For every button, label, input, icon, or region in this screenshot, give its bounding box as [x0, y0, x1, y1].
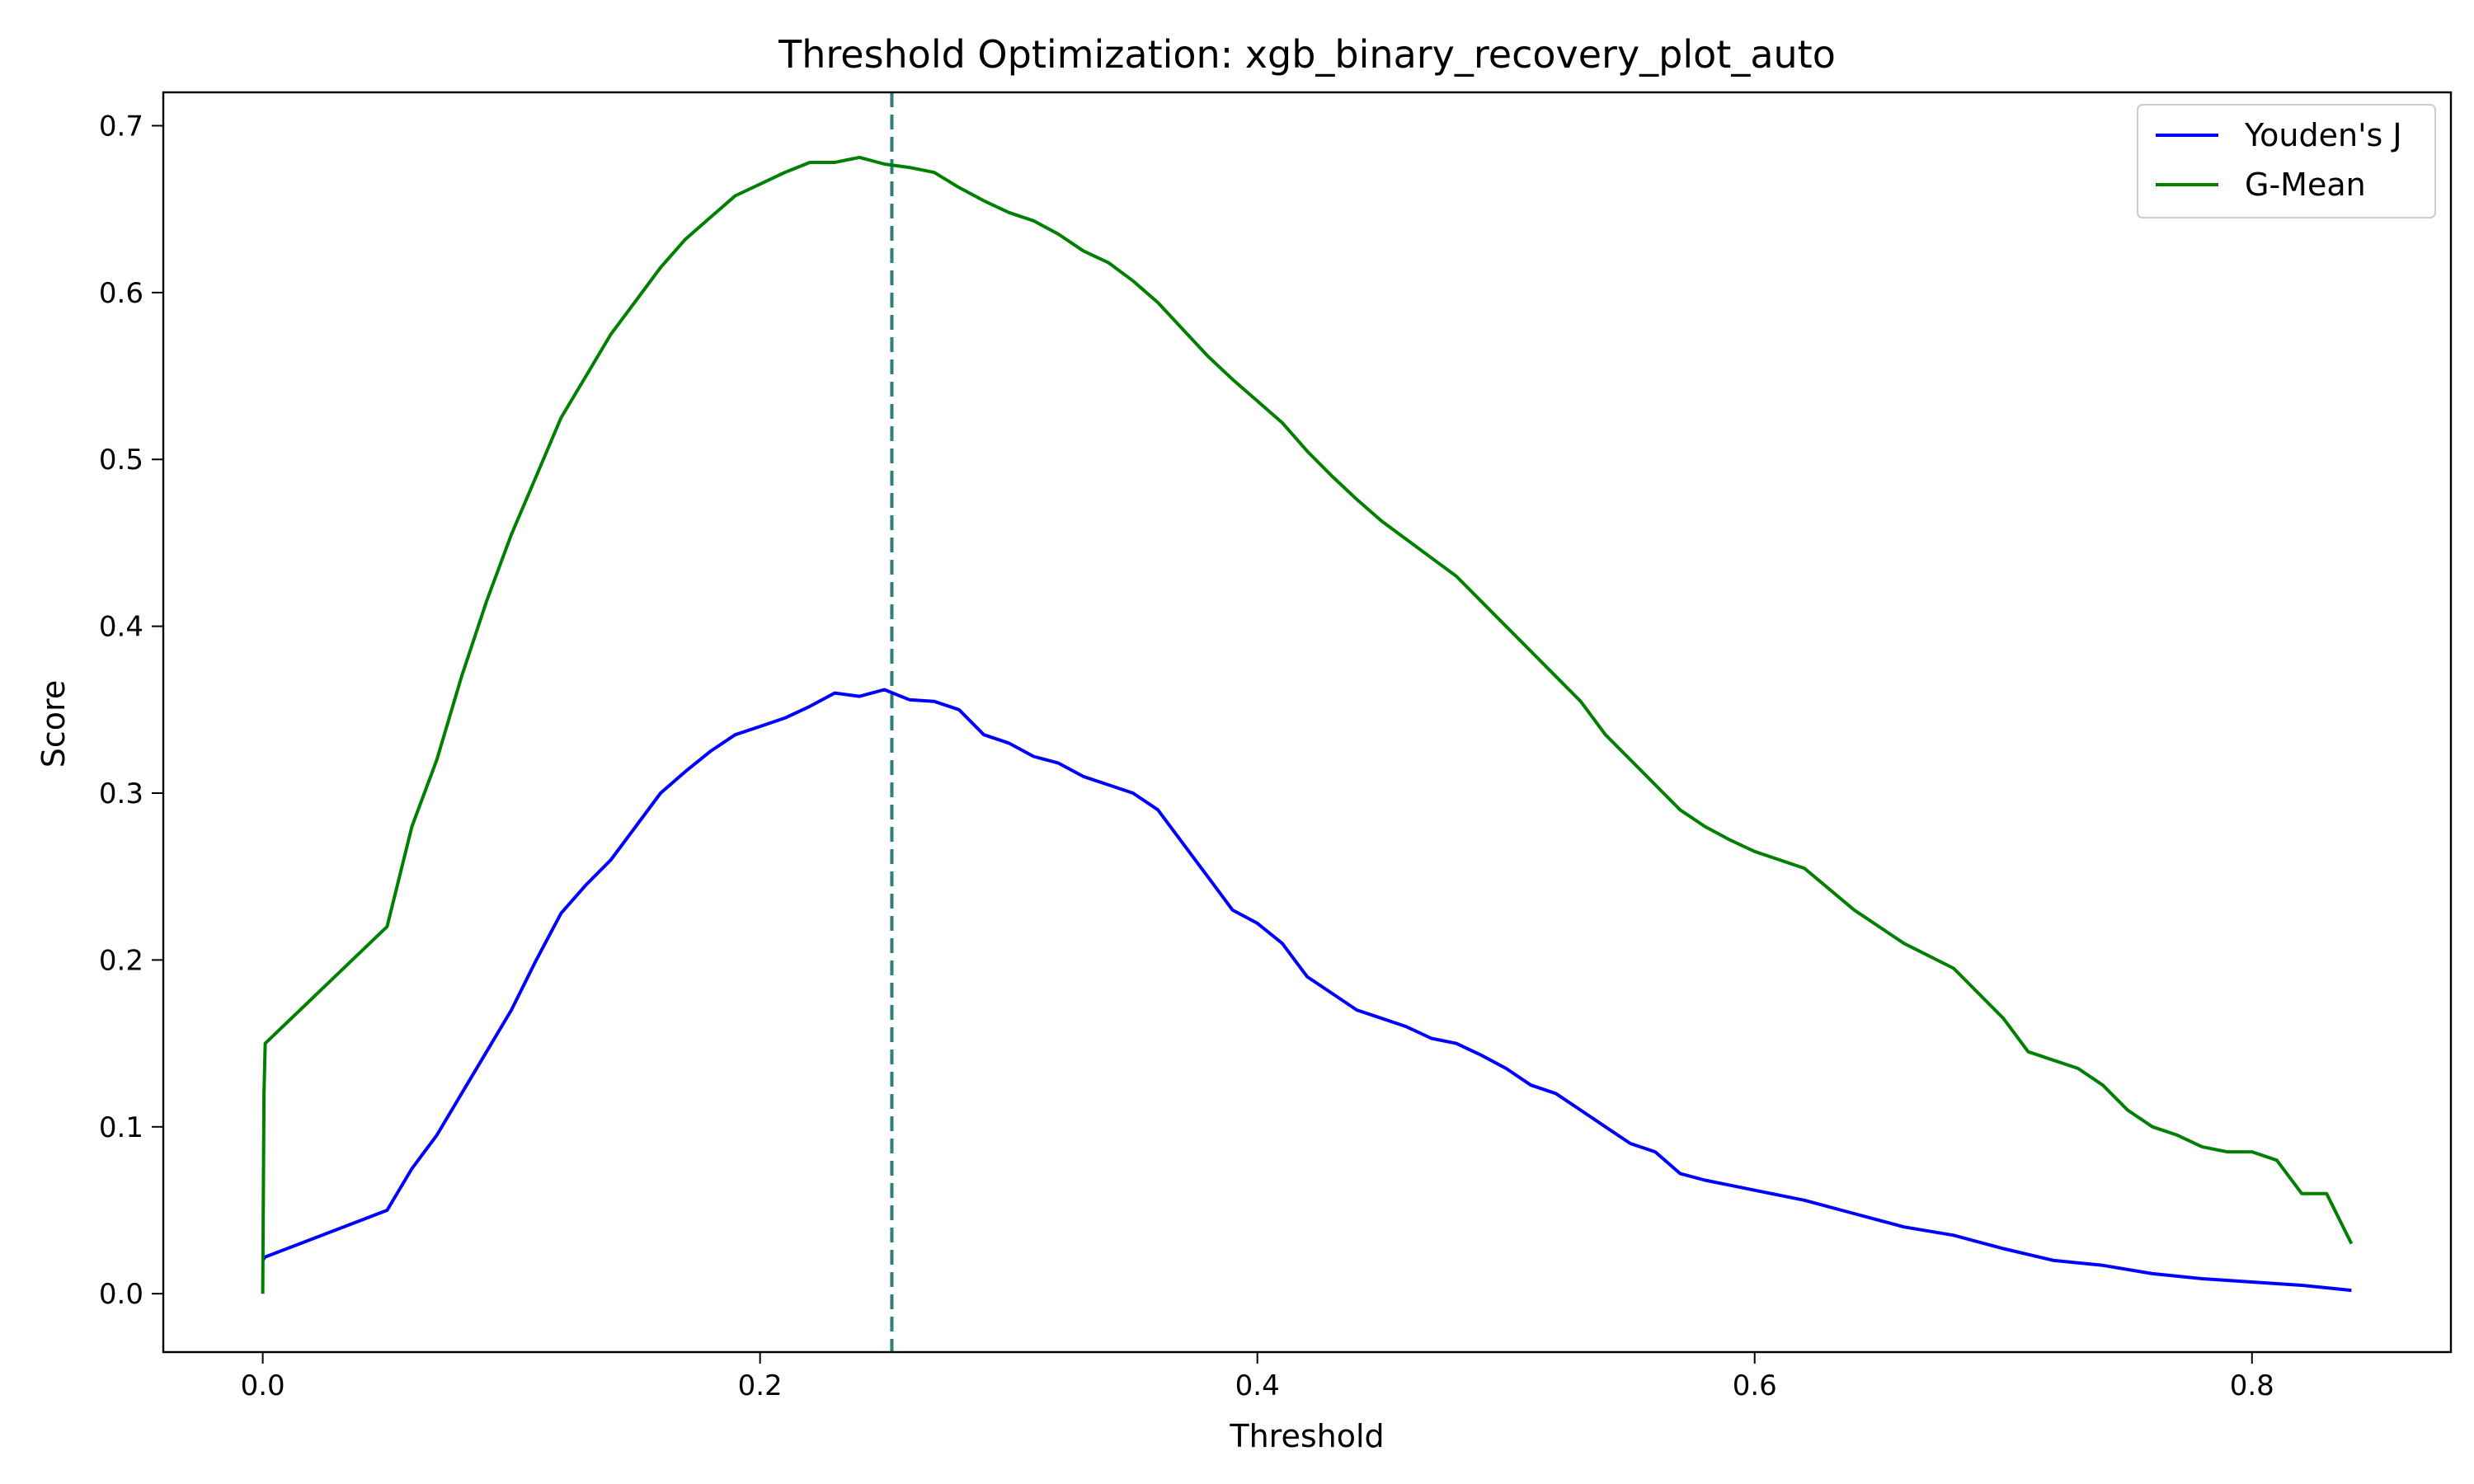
- legend-box: [2137, 104, 2436, 218]
- x-tick-label: 0.6: [1733, 1369, 1777, 1402]
- x-tick-label: 0.4: [1235, 1369, 1280, 1402]
- legend-label-gmean: G-Mean: [2245, 167, 2366, 203]
- plot-area: 0.0 0.2 0.4 0.6 0.8 0.0 0.1 0.2 0.3 0.4 0.5 0.6 0.7: [99, 92, 2354, 1402]
- x-axis-label: Threshold: [1229, 1418, 1384, 1454]
- legend-label-youden: Youden's J: [2244, 117, 2402, 153]
- series-line-youden: [261, 688, 2352, 1293]
- series-line-gmean: [261, 155, 2354, 1294]
- y-tick-label: 0.0: [99, 1278, 143, 1311]
- plot-frame: [162, 91, 2453, 1354]
- y-tick-label: 0.6: [99, 277, 143, 310]
- x-tick-label: 0.8: [2230, 1369, 2274, 1402]
- y-tick-label: 0.1: [99, 1111, 143, 1144]
- x-tick-label: 0.2: [738, 1369, 783, 1402]
- y-tick-label: 0.5: [99, 444, 143, 477]
- y-axis-label: Score: [35, 680, 72, 768]
- y-tick-label: 0.7: [99, 110, 143, 143]
- y-tick-label: 0.3: [99, 777, 143, 810]
- y-tick-label: 0.2: [99, 944, 143, 977]
- legend: Youden's J G-Mean: [2137, 104, 2436, 218]
- x-tick-label: 0.0: [241, 1369, 285, 1402]
- chart-title: Threshold Optimization: xgb_binary_recov…: [778, 32, 1836, 77]
- y-tick-label: 0.4: [99, 611, 143, 644]
